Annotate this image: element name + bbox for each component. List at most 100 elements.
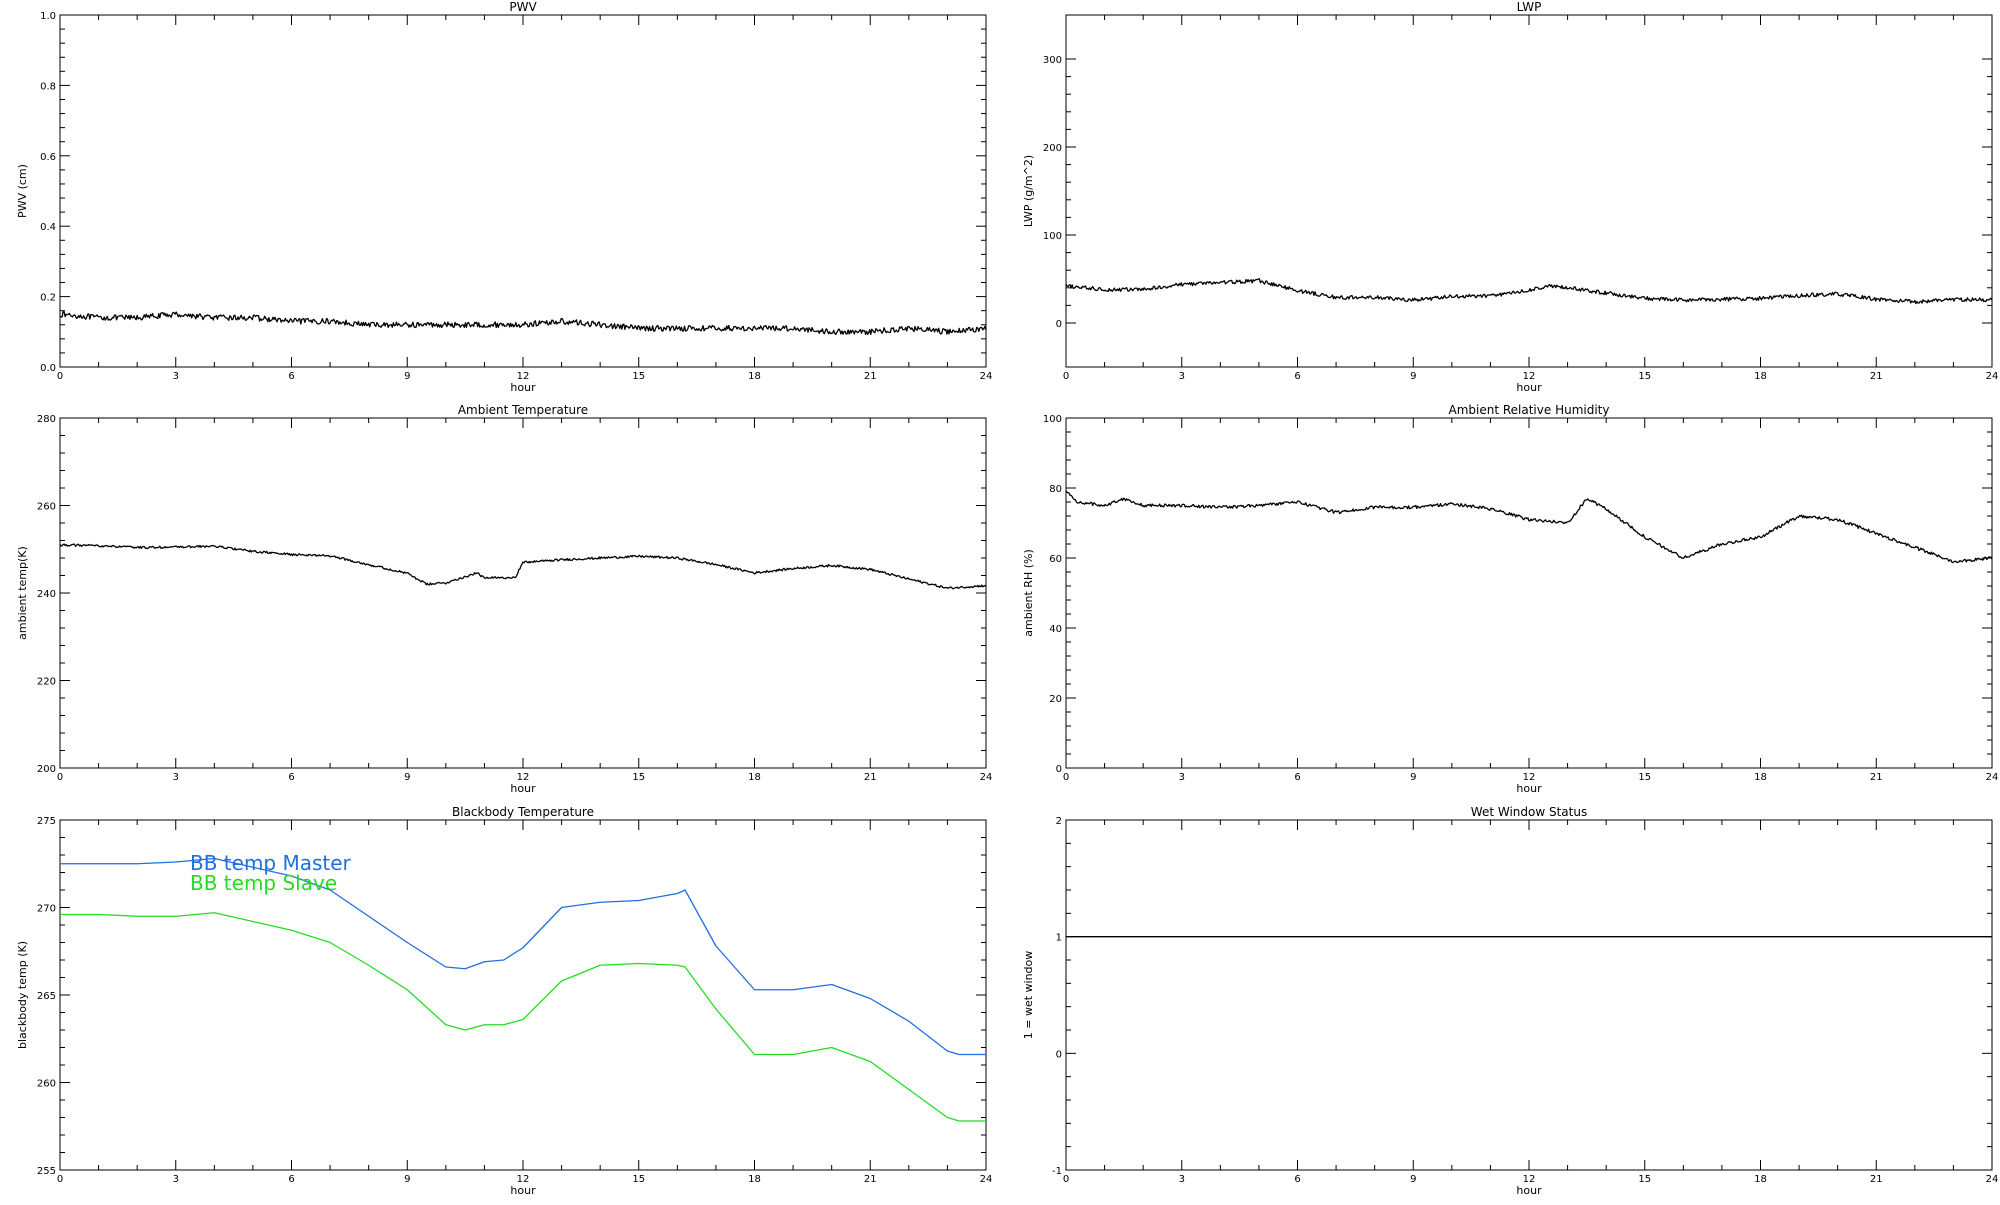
bb-temp-data-point bbox=[59, 863, 60, 864]
bb-temp-data-point bbox=[715, 1008, 716, 1009]
ambient-rh-y-tick-label: 40 bbox=[1049, 624, 1062, 635]
ambient-temp-data-point bbox=[368, 564, 369, 565]
wet-window-x-tick-label: 15 bbox=[1638, 1174, 1651, 1185]
ambient-rh-x-axis-label: hour bbox=[1516, 782, 1542, 795]
bb-temp-data-point bbox=[98, 914, 99, 915]
ambient-temp-data-point bbox=[484, 578, 485, 579]
ambient-rh-data-point bbox=[1953, 561, 1954, 562]
ambient-rh-data-point bbox=[1760, 536, 1761, 537]
lwp-x-tick-label: 15 bbox=[1638, 371, 1651, 382]
lwp-data-point bbox=[1451, 296, 1452, 297]
lwp-data-point bbox=[1528, 290, 1529, 291]
bb-temp-data-point bbox=[175, 861, 176, 862]
wet-window-y-tick-label: 0 bbox=[1056, 1049, 1062, 1060]
pwv-x-tick-label: 3 bbox=[173, 371, 179, 382]
pwv-data-point bbox=[715, 328, 716, 329]
pwv-data-point bbox=[561, 321, 562, 322]
pwv-data-point bbox=[484, 324, 485, 325]
lwp-data-point bbox=[1065, 285, 1066, 286]
ambient-rh-data-point bbox=[1123, 498, 1124, 499]
lwp-y-tick-label: 200 bbox=[1043, 143, 1062, 154]
wet-window-title: Wet Window Status bbox=[1471, 805, 1587, 819]
ambient-temp-data-point bbox=[792, 568, 793, 569]
ambient-rh-data-point bbox=[1914, 547, 1915, 548]
ambient-temp-y-tick-label: 280 bbox=[37, 414, 56, 425]
lwp-data-point bbox=[1143, 289, 1144, 290]
wet-window-data-point bbox=[1065, 936, 1066, 937]
ambient-temp-data-point bbox=[59, 544, 60, 545]
ambient-rh-data-point bbox=[1374, 507, 1375, 508]
bb-temp-data-point bbox=[600, 902, 601, 903]
pwv-data-point bbox=[754, 328, 755, 329]
bb-temp-data-point bbox=[908, 1021, 909, 1022]
bb-temp-y-tick-label: 255 bbox=[37, 1166, 56, 1177]
ambient-temp-panel: Ambient Temperature 0 3 6 9 12 15 18 21 24 hour 200… bbox=[16, 403, 992, 795]
ambient-rh-x-tick-label: 24 bbox=[1986, 772, 1999, 783]
wet-window-y-tick-label: 2 bbox=[1056, 816, 1062, 827]
lwp-data-point bbox=[1220, 282, 1221, 283]
lwp-data-point bbox=[1683, 300, 1684, 301]
lwp-x-axis-label: hour bbox=[1516, 381, 1542, 394]
wet-window-x-tick-label: 12 bbox=[1523, 1174, 1536, 1185]
lwp-data-point bbox=[1297, 290, 1298, 291]
bb-temp-data-point bbox=[445, 966, 446, 967]
wet-window-y-tick-label: -1 bbox=[1052, 1166, 1062, 1177]
ambient-temp-data-point bbox=[476, 572, 477, 573]
lwp-data-point bbox=[1258, 280, 1259, 281]
pwv-y-tick-label: 0.8 bbox=[40, 81, 56, 92]
bb-temp-panel: Blackbody Temperature 0 3 6 9 12 15 18 21 24 hour 2… bbox=[16, 805, 992, 1197]
ambient-temp-x-tick-label: 15 bbox=[632, 772, 645, 783]
bb-temp-data-point bbox=[831, 984, 832, 985]
wet-window-x-tick-label: 9 bbox=[1410, 1174, 1416, 1185]
bb-temp-series-line bbox=[60, 912, 986, 1122]
ambient-temp-data-point bbox=[908, 578, 909, 579]
bb-temp-data-point bbox=[329, 942, 330, 943]
pwv-data-point bbox=[985, 328, 986, 329]
wet-window-x-tick-label: 21 bbox=[1870, 1174, 1883, 1185]
ambient-rh-data-point bbox=[1798, 515, 1799, 516]
ambient-rh-data-point bbox=[1181, 505, 1182, 506]
ambient-rh-data-point bbox=[1683, 557, 1684, 558]
bb-temp-x-tick-label: 21 bbox=[864, 1174, 877, 1185]
pwv-y-tick-label: 0.2 bbox=[40, 293, 56, 304]
pwv-data-point bbox=[407, 324, 408, 325]
bb-temp-data-point bbox=[407, 989, 408, 990]
ambient-rh-data-point bbox=[1490, 508, 1491, 509]
ambient-temp-y-tick-label: 260 bbox=[37, 502, 56, 513]
ambient-temp-data-point bbox=[291, 554, 292, 555]
pwv-data-point bbox=[137, 317, 138, 318]
ambient-temp-x-tick-label: 12 bbox=[517, 772, 530, 783]
ambient-temp-data-point bbox=[252, 551, 253, 552]
ambient-temp-plot-frame bbox=[59, 417, 987, 769]
wet-window-plot-frame bbox=[1065, 819, 1993, 1171]
ambient-temp-series-line bbox=[59, 543, 987, 590]
bb-temp-data-point bbox=[445, 1024, 446, 1025]
lwp-x-tick-label: 21 bbox=[1870, 371, 1883, 382]
pwv-x-tick-label: 0 bbox=[57, 371, 63, 382]
wet-window-x-tick-label: 3 bbox=[1179, 1174, 1185, 1185]
lwp-data-point bbox=[1181, 284, 1182, 285]
ambient-rh-data-point bbox=[1451, 503, 1452, 504]
ambient-rh-data-point bbox=[1258, 505, 1259, 506]
lwp-plot-frame bbox=[1065, 14, 1993, 368]
bb-temp-data-point bbox=[252, 921, 253, 922]
bb-temp-y-axis-label: blackbody temp (K) bbox=[16, 941, 29, 1049]
lwp-x-tick-label: 3 bbox=[1179, 371, 1185, 382]
lwp-title: LWP bbox=[1517, 0, 1542, 14]
bb-temp-x-tick-label: 6 bbox=[288, 1174, 294, 1185]
ambient-rh-x-tick-label: 3 bbox=[1179, 772, 1185, 783]
ambient-temp-x-axis-label: hour bbox=[510, 782, 536, 795]
ambient-temp-data-point bbox=[426, 584, 427, 585]
bb-temp-data-point bbox=[175, 916, 176, 917]
bb-temp-data-point bbox=[368, 965, 369, 966]
pwv-x-tick-label: 15 bbox=[632, 371, 645, 382]
ambient-temp-y-tick-label: 240 bbox=[37, 589, 56, 600]
ambient-temp-data-point bbox=[137, 547, 138, 548]
ambient-temp-data-point bbox=[98, 545, 99, 546]
ambient-temp-data-point bbox=[445, 582, 446, 583]
pwv-y-tick-label: 1.0 bbox=[40, 11, 56, 22]
bb-temp-data-point bbox=[792, 1054, 793, 1055]
lwp-data-point bbox=[1490, 295, 1491, 296]
